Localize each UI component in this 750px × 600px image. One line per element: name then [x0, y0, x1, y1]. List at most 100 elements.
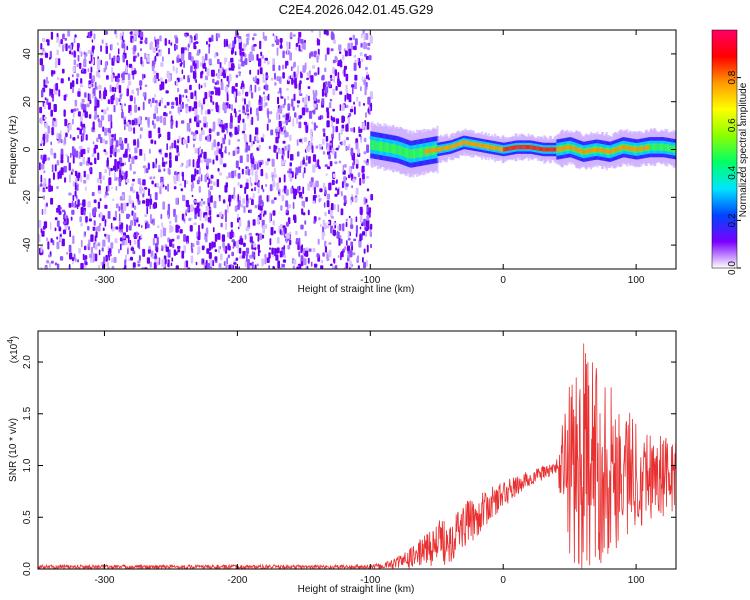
- noise-cell: [246, 37, 249, 45]
- noise-cell: [239, 113, 241, 121]
- noise-cell: [64, 37, 68, 41]
- noise-cell: [103, 149, 107, 153]
- noise-cell: [80, 121, 83, 127]
- noise-cell: [213, 181, 216, 186]
- noise-cell: [84, 255, 88, 260]
- noise-cell: [332, 59, 336, 64]
- noise-cell: [215, 155, 219, 161]
- noise-cell: [259, 67, 263, 75]
- noise-cell: [337, 80, 341, 87]
- noise-cell: [56, 207, 60, 213]
- noise-cell: [128, 147, 131, 153]
- noise-cell: [198, 186, 201, 193]
- noise-cell: [54, 164, 57, 172]
- noise-cell: [146, 223, 150, 229]
- noise-cell: [64, 177, 67, 183]
- noise-cell: [88, 84, 92, 88]
- noise-cell: [313, 122, 316, 131]
- noise-cell: [346, 146, 350, 151]
- noise-cell: [255, 127, 259, 135]
- noise-cell: [86, 147, 91, 150]
- noise-cell: [366, 188, 370, 192]
- noise-cell: [106, 75, 109, 80]
- noise-cell: [162, 157, 164, 162]
- noise-cell: [149, 214, 152, 222]
- noise-cell: [67, 30, 71, 37]
- noise-cell: [285, 189, 289, 196]
- noise-cell: [331, 265, 335, 269]
- noise-cell: [111, 43, 113, 50]
- noise-cell: [143, 187, 148, 190]
- noise-cell: [282, 121, 286, 125]
- noise-cell: [202, 259, 205, 264]
- noise-cell: [350, 218, 353, 225]
- noise-cell: [229, 103, 231, 109]
- noise-cell: [277, 260, 280, 269]
- noise-cell: [199, 167, 201, 175]
- noise-cell: [142, 92, 146, 97]
- noise-cell: [122, 55, 125, 63]
- noise-cell: [262, 31, 265, 40]
- noise-cell: [321, 146, 324, 150]
- noise-cell: [339, 60, 343, 68]
- noise-cell: [178, 135, 181, 142]
- noise-cell: [46, 134, 49, 143]
- noise-cell: [72, 256, 75, 262]
- noise-cell: [42, 138, 45, 147]
- noise-cell: [82, 253, 85, 261]
- noise-cell: [246, 167, 249, 171]
- noise-cell: [96, 137, 99, 143]
- noise-cell: [87, 68, 90, 73]
- noise-cell: [281, 263, 285, 268]
- noise-cell: [198, 224, 200, 233]
- noise-cell: [270, 77, 274, 81]
- noise-cell: [370, 194, 374, 201]
- noise-cell: [275, 39, 280, 46]
- noise-cell: [119, 137, 122, 145]
- noise-cell: [152, 47, 156, 53]
- noise-cell: [71, 80, 75, 88]
- noise-cell: [58, 211, 62, 215]
- noise-cell: [81, 133, 85, 141]
- noise-cell: [329, 145, 332, 151]
- noise-cell: [108, 132, 111, 141]
- noise-cell: [287, 170, 289, 174]
- noise-cell: [310, 51, 314, 57]
- spectrogram-y-tick-label: 40: [22, 48, 33, 60]
- noise-cell: [119, 169, 122, 177]
- noise-cell: [56, 263, 60, 269]
- noise-cell: [217, 58, 220, 65]
- noise-cell: [366, 81, 368, 88]
- noise-cell: [85, 186, 87, 191]
- noise-cell: [274, 145, 278, 150]
- noise-cell: [211, 142, 214, 151]
- noise-cell: [239, 155, 243, 164]
- noise-cell: [210, 95, 213, 103]
- noise-cell: [76, 73, 80, 78]
- noise-cell: [107, 99, 110, 105]
- noise-cell: [86, 103, 90, 108]
- noise-cell: [367, 96, 371, 105]
- noise-cell: [218, 194, 221, 199]
- noise-cell: [312, 181, 315, 191]
- noise-cell: [109, 154, 112, 158]
- noise-cell: [363, 159, 366, 164]
- noise-cell: [251, 45, 255, 52]
- noise-cell: [97, 190, 102, 194]
- noise-cell: [175, 265, 179, 269]
- noise-cell: [161, 56, 164, 62]
- noise-cell: [59, 170, 62, 179]
- noise-cell: [199, 210, 202, 218]
- noise-cell: [310, 261, 313, 267]
- noise-cell: [40, 143, 42, 147]
- noise-cell: [273, 197, 277, 200]
- noise-cell: [73, 108, 77, 112]
- noise-cell: [104, 204, 108, 209]
- noise-cell: [114, 172, 116, 179]
- noise-cell: [284, 227, 287, 234]
- noise-cell: [347, 257, 349, 262]
- noise-cell: [293, 93, 296, 101]
- noise-cell: [105, 46, 108, 54]
- noise-cell: [359, 177, 362, 186]
- noise-cell: [48, 184, 52, 192]
